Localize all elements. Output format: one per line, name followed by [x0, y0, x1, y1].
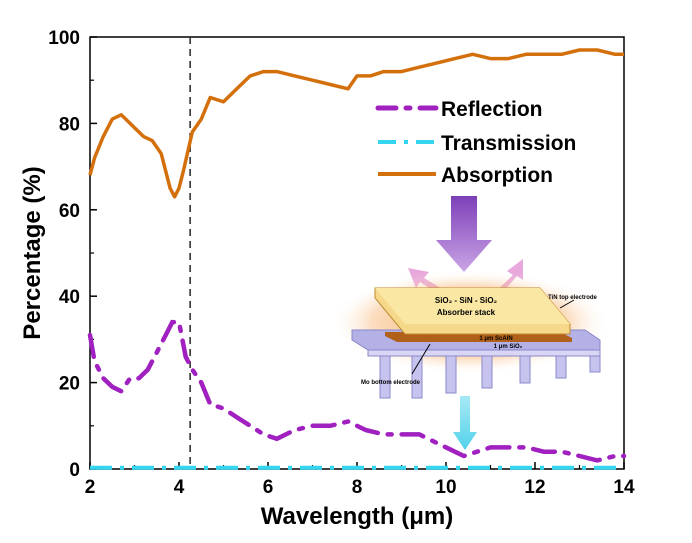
bottom-electrode-pointer [411, 343, 431, 375]
x-tick-label: 8 [352, 477, 363, 498]
x-tick-label: 6 [263, 477, 274, 498]
bottom-electrode-label: Mo bottom electrode [361, 380, 421, 386]
stack-label-line1: SiO₂ - SiN - SiO₂ [435, 296, 498, 305]
y-tick-label: 20 [59, 374, 80, 395]
y-tick-label: 80 [59, 114, 80, 135]
series-absorption-line [88, 48, 624, 199]
legend: Reflection Transmission Absorption [375, 98, 576, 187]
y-tick-label: 40 [59, 287, 80, 308]
x-tick-label: 2 [85, 477, 96, 498]
x-tick-label: 10 [435, 477, 456, 498]
device-schematic: SiO₂ - SiN - SiO₂ Absorber stack 1 μm Sc… [330, 196, 610, 450]
sio2-label: 1 μm SiO₂ [494, 344, 523, 350]
top-electrode-label: TiN top electrode [548, 295, 598, 301]
transmitted-light-arrow [453, 396, 477, 450]
x-tick-label: 4 [174, 477, 185, 498]
plot-frame [89, 36, 625, 470]
axis-tick-labels: 2 4 6 8 10 12 14 0 20 40 60 80 100 [48, 28, 635, 498]
substrate-fins [367, 349, 601, 399]
scaln-label: 1 μm ScAlN [479, 336, 512, 342]
incident-light-arrow [436, 196, 492, 272]
legend-label-reflection: Reflection [441, 98, 543, 121]
top-electrode-pointer [559, 299, 575, 309]
legend-label-transmission: Transmission [441, 132, 576, 155]
x-tick-label: 14 [613, 477, 635, 498]
series-reflection-line [87, 319, 627, 463]
legend-label-absorption: Absorption [441, 164, 553, 187]
y-tick-label: 0 [69, 460, 80, 481]
y-tick-label: 100 [48, 28, 80, 49]
axis-ticks [89, 36, 625, 470]
x-axis-title: Wavelength (μm) [261, 503, 453, 530]
x-tick-label: 12 [524, 477, 545, 498]
stack-label-line2: Absorber stack [437, 308, 496, 317]
y-tick-label: 60 [59, 201, 80, 222]
y-axis-title: Percentage (%) [19, 166, 46, 339]
